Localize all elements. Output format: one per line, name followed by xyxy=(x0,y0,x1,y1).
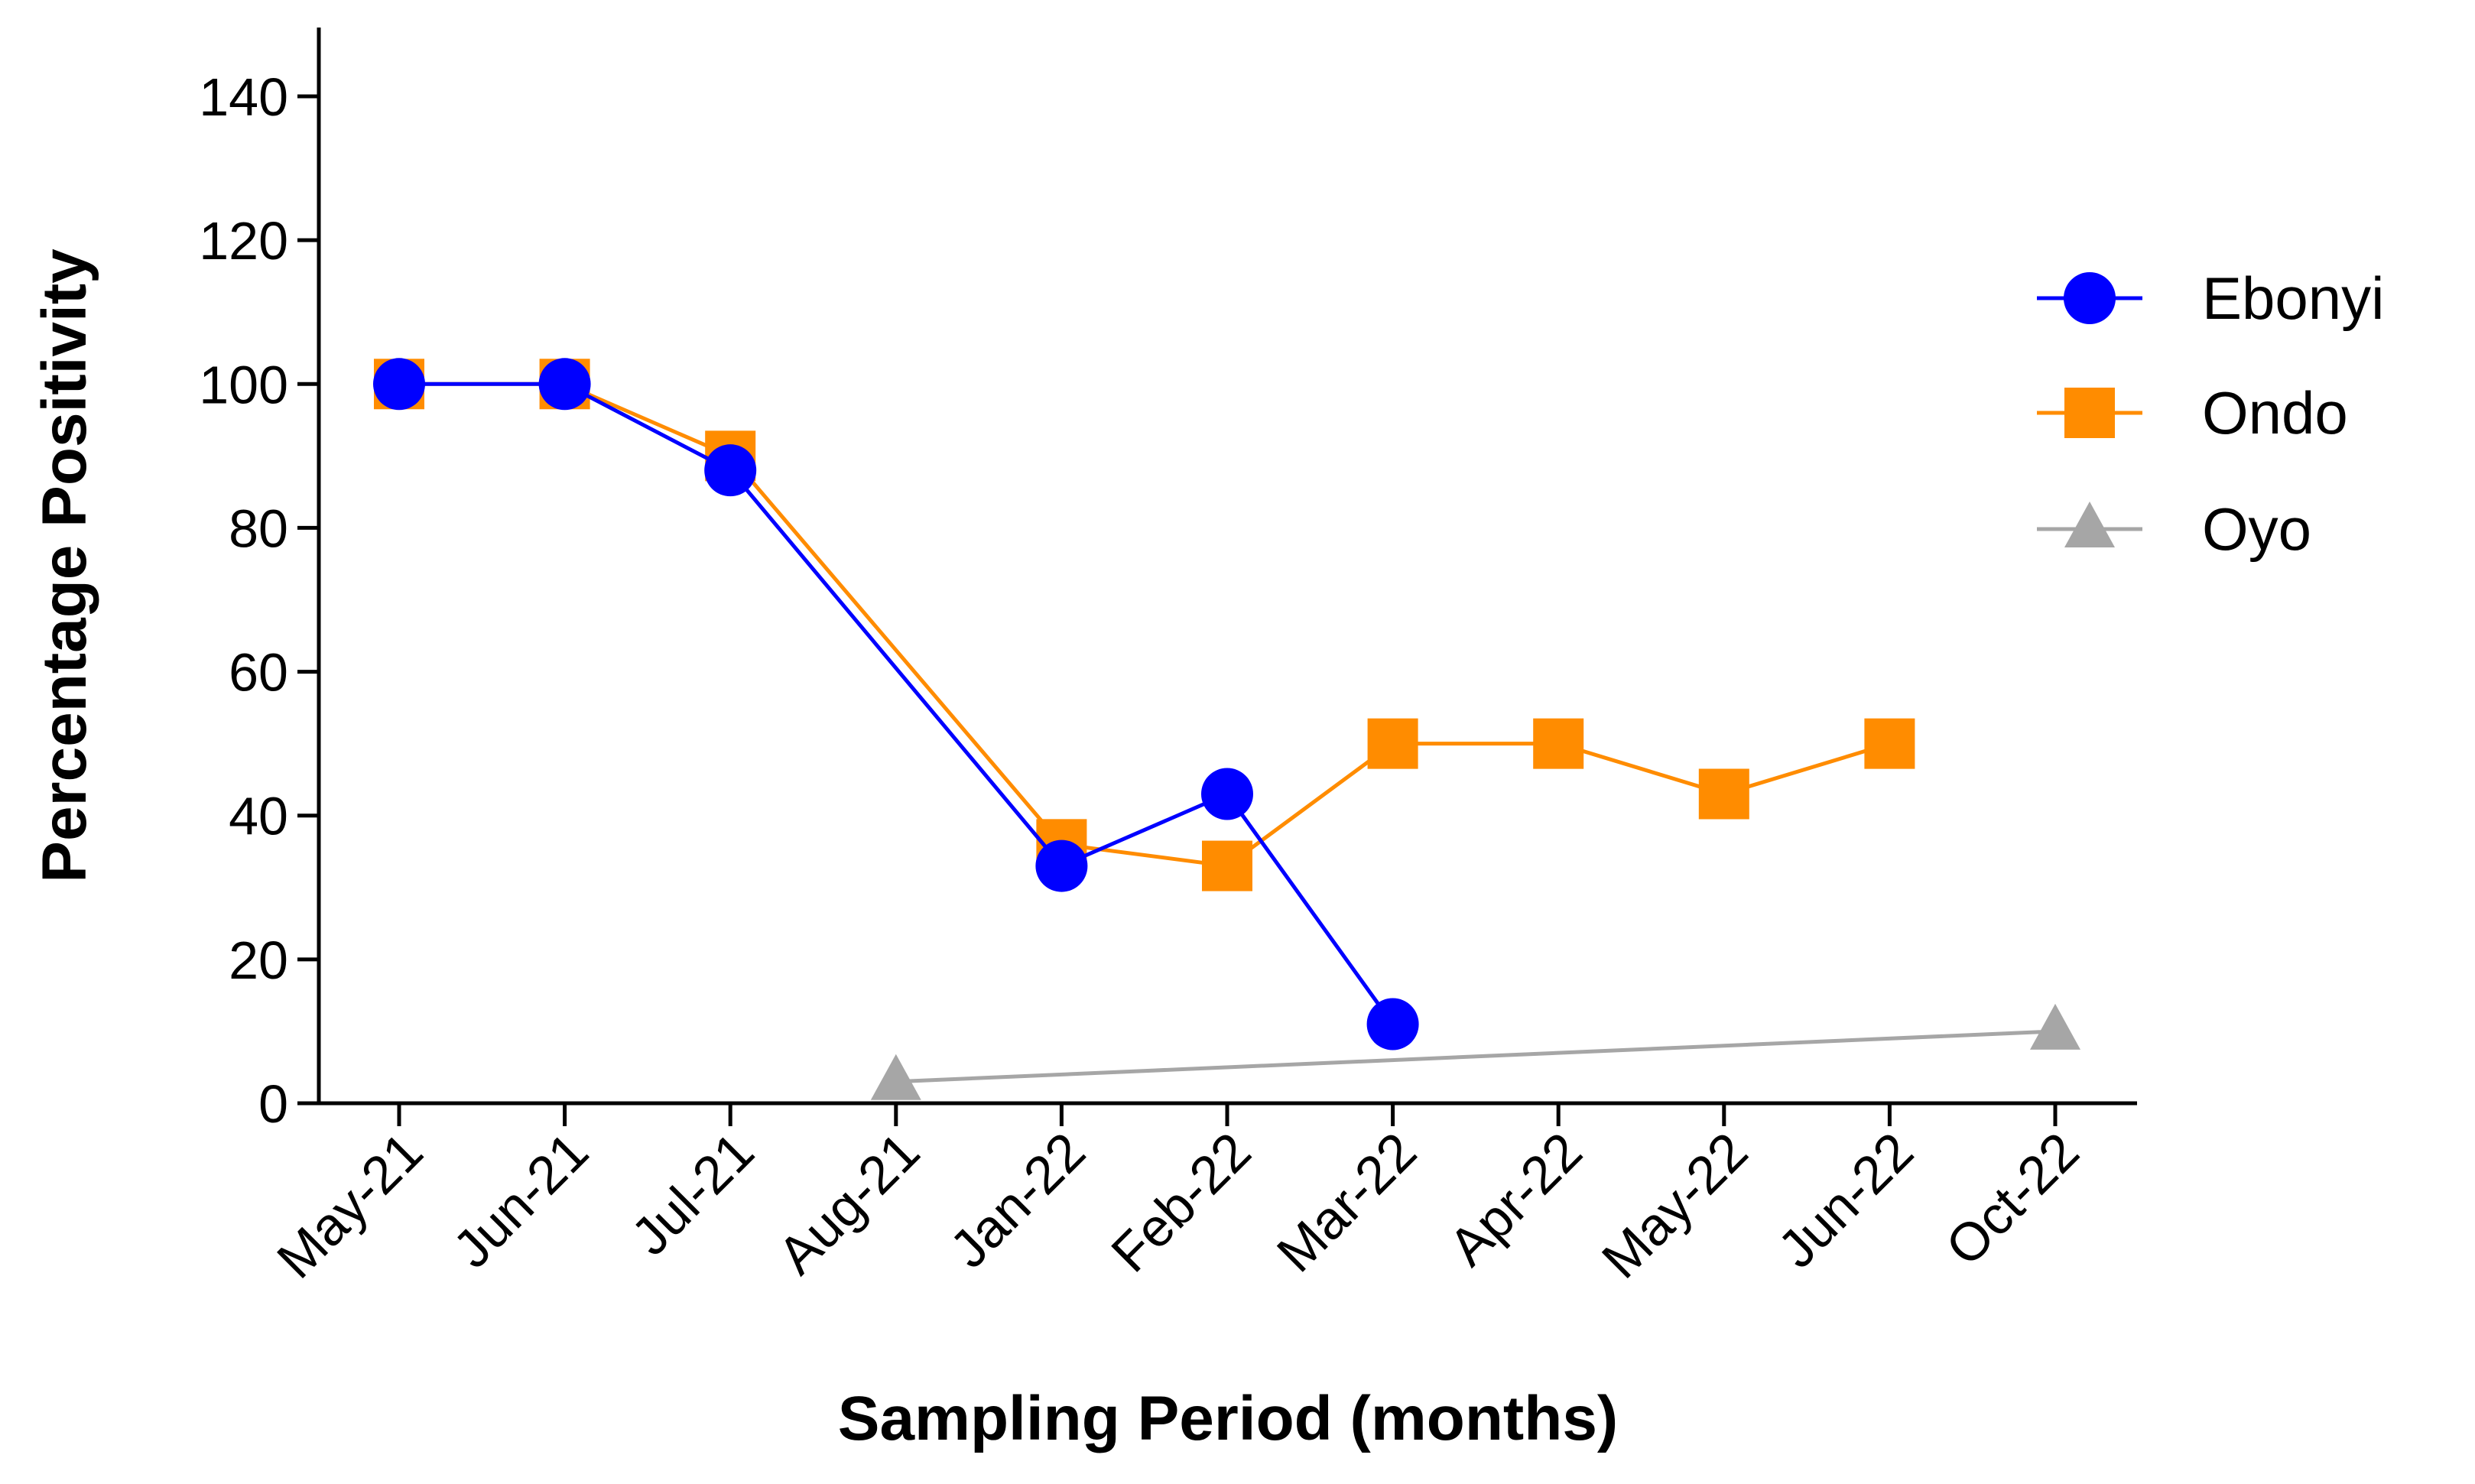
x-ticks: May-21 Jun-21 Jul-21 Aug-21 Jan-22 Feb-22 Mar-… xyxy=(265,1103,2090,1290)
x-tick-label: Jul-21 xyxy=(620,1121,765,1266)
legend-label: Ondo xyxy=(2202,379,2348,446)
series-ondo xyxy=(374,359,1915,891)
x-tick-label: Aug-21 xyxy=(767,1121,931,1285)
ebonyi-point xyxy=(1366,998,1419,1050)
x-tick-label: Oct-22 xyxy=(1934,1121,2090,1277)
oyo-point xyxy=(870,1054,921,1100)
x-axis-title: Sampling Period (months) xyxy=(838,1384,1618,1453)
ondo-point xyxy=(1202,840,1252,891)
legend-item-ebonyi: Ebonyi xyxy=(2037,265,2385,332)
legend-marker xyxy=(2064,502,2115,547)
series-oyo xyxy=(870,1003,2080,1100)
ebonyi-line xyxy=(399,382,1395,1025)
ondo-point xyxy=(1698,768,1749,820)
x-tick-label: May-21 xyxy=(265,1121,434,1289)
y-tick-label: 140 xyxy=(199,67,288,127)
ebonyi-point xyxy=(1201,768,1253,820)
legend-marker xyxy=(2064,388,2115,438)
legend-label: Oyo xyxy=(2202,495,2311,563)
ebonyi-point xyxy=(373,358,425,411)
x-tick-label: Jan-22 xyxy=(938,1121,1096,1279)
x-tick-label: Apr-22 xyxy=(1437,1121,1593,1277)
x-tick-label: Mar-22 xyxy=(1265,1121,1428,1283)
y-ticks: 0 20 40 60 80 100 120 140 xyxy=(199,67,319,1134)
x-tick-label: Jun-21 xyxy=(442,1121,600,1279)
legend-item-ondo: Ondo xyxy=(2037,379,2348,446)
legend-item-oyo: Oyo xyxy=(2037,495,2311,563)
y-tick-label: 0 xyxy=(258,1074,288,1134)
axes xyxy=(317,28,2137,1106)
y-tick-label: 20 xyxy=(229,930,288,990)
ondo-point xyxy=(1367,718,1418,769)
y-tick-label: 60 xyxy=(229,643,288,703)
y-tick-label: 80 xyxy=(229,498,288,558)
y-tick-label: 100 xyxy=(199,355,288,414)
series-layer xyxy=(373,358,2080,1100)
y-axis-title: Percentage Positivity xyxy=(30,248,99,883)
x-tick-label: Feb-22 xyxy=(1100,1121,1262,1283)
ebonyi-point xyxy=(1035,839,1088,892)
x-tick-label: May-22 xyxy=(1590,1121,1759,1289)
legend: Ebonyi Ondo Oyo xyxy=(2037,265,2385,563)
legend-label: Ebonyi xyxy=(2202,265,2385,332)
oyo-point xyxy=(2030,1003,2080,1050)
ebonyi-point xyxy=(704,444,757,497)
y-tick-label: 40 xyxy=(229,787,288,846)
y-tick-label: 120 xyxy=(199,211,288,271)
legend-marker xyxy=(2064,272,2116,324)
x-tick-label: Jun-22 xyxy=(1766,1121,1924,1279)
ebonyi-point xyxy=(538,358,591,411)
series-ebonyi xyxy=(373,358,1419,1050)
ondo-line xyxy=(399,382,1891,869)
ondo-point xyxy=(1864,718,1915,769)
oyo-line xyxy=(895,1029,2056,1084)
ondo-point xyxy=(1533,718,1584,769)
